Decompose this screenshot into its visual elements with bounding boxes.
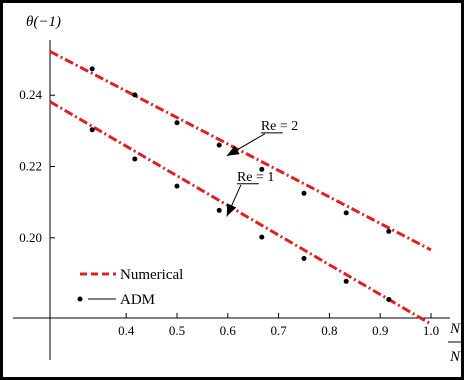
adm-point-re-2 xyxy=(259,166,265,172)
adm-point-re-2 xyxy=(301,190,307,196)
adm-point-re-1 xyxy=(174,183,180,189)
legend-numerical-label: Numerical xyxy=(120,267,183,283)
adm-point-re-2 xyxy=(216,142,222,148)
numerical-line-re-1 xyxy=(49,100,432,326)
annotation: Re = 1 xyxy=(226,170,274,217)
adm-point-re-2 xyxy=(343,210,349,216)
y-tick-label: 0.22 xyxy=(19,159,42,174)
x-tick-label: 1.0 xyxy=(423,323,439,338)
adm-point-re-2 xyxy=(89,66,95,72)
ticks: 0.4 0.5 0.6 0.7 0.8 0.9 1.0 0.20 0.22 0.24 xyxy=(19,87,439,338)
x-tick-label: 0.7 xyxy=(270,323,287,338)
x-tick-label: 0.9 xyxy=(372,323,388,338)
adm-point-re-2 xyxy=(132,92,138,98)
x-axis-label-top: N xyxy=(449,321,461,337)
annotation-arrow-head xyxy=(226,145,240,156)
x-tick-label: 0.6 xyxy=(220,323,237,338)
annotations: Re = 2 Re = 1 xyxy=(226,119,298,217)
adm-point-re-1 xyxy=(301,256,307,261)
x-tick-label: 0.8 xyxy=(321,323,337,338)
annotation-arrow-head xyxy=(226,203,237,217)
adm-point-re-1 xyxy=(343,278,349,284)
series-points xyxy=(89,66,392,302)
adm-point-re-1 xyxy=(259,234,265,240)
adm-point-re-1 xyxy=(386,297,392,302)
x-tick-label: 0.5 xyxy=(169,323,185,338)
y-tick-label: 0.24 xyxy=(19,87,42,102)
series-lines xyxy=(49,50,432,326)
adm-point-re-1 xyxy=(89,127,95,133)
legend: Numerical ADM xyxy=(77,267,183,308)
adm-point-re-1 xyxy=(216,207,222,213)
annotation: Re = 2 xyxy=(226,119,298,157)
legend-adm-dot xyxy=(77,296,83,302)
y-tick-label: 0.20 xyxy=(19,230,42,245)
annotation-label: Re = 2 xyxy=(261,119,298,134)
y-axis-label: θ(−1) xyxy=(26,14,61,30)
adm-point-re-1 xyxy=(132,156,138,162)
adm-point-re-2 xyxy=(174,120,180,126)
x-tick-label: 0.4 xyxy=(118,323,135,338)
numerical-line-re-2 xyxy=(49,50,432,252)
x-axis-label-bottom: N xyxy=(449,349,461,365)
adm-point-re-2 xyxy=(386,228,392,234)
legend-adm-label: ADM xyxy=(120,292,155,308)
annotation-label: Re = 1 xyxy=(237,170,274,185)
